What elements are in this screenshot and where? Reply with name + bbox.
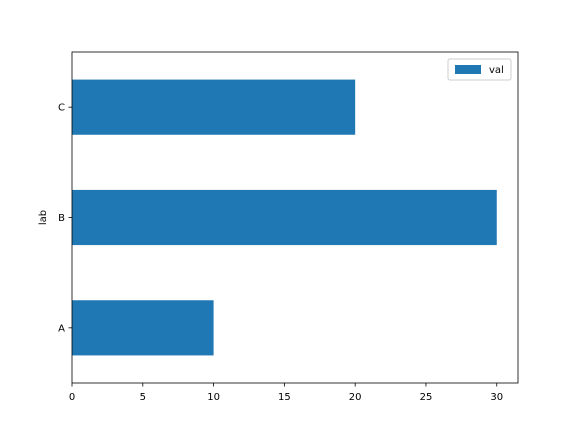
y-tick-label-b: B xyxy=(58,213,65,224)
x-tick-label-5: 5 xyxy=(140,392,146,403)
x-tick-label-15: 15 xyxy=(278,392,291,403)
bar-c xyxy=(72,79,356,135)
bars-layer xyxy=(72,79,497,356)
x-tick-label-10: 10 xyxy=(207,392,220,403)
x-tick-label-20: 20 xyxy=(349,392,362,403)
x-tick-label-30: 30 xyxy=(490,392,503,403)
legend: val xyxy=(447,58,512,81)
bar-a xyxy=(72,300,214,356)
y-axis: A B C xyxy=(58,103,72,334)
x-tick-label-25: 25 xyxy=(420,392,433,403)
legend-swatch xyxy=(455,65,481,74)
x-axis: 0 5 10 15 20 25 30 xyxy=(69,383,503,403)
legend-label: val xyxy=(489,65,504,76)
y-axis-label: lab xyxy=(38,210,49,225)
y-tick-label-a: A xyxy=(58,323,65,334)
x-tick-label-0: 0 xyxy=(69,392,75,403)
y-tick-label-c: C xyxy=(58,103,65,114)
bar-b xyxy=(72,189,497,246)
